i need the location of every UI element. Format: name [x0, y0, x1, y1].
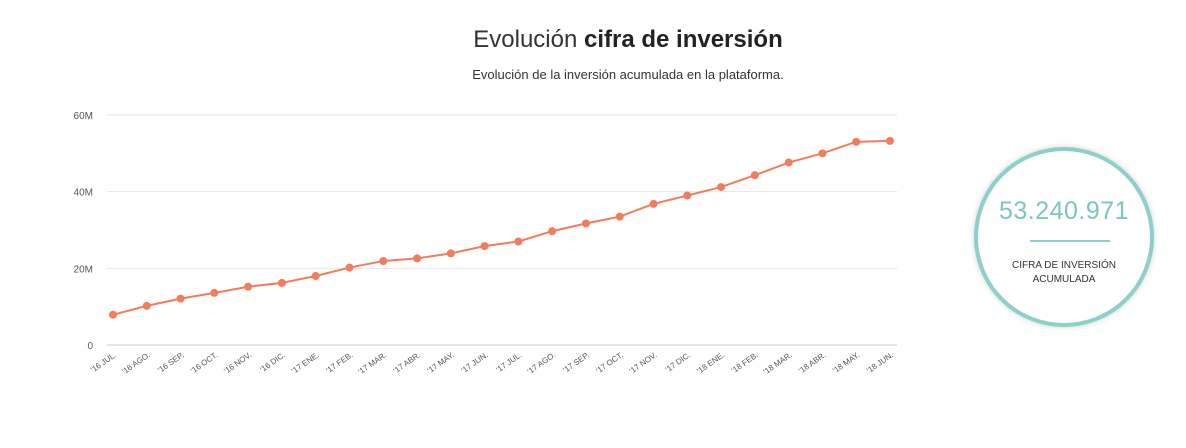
x-tick-label: '17 MAY. — [426, 350, 456, 375]
kpi-circle: 53.240.971 CIFRA DE INVERSIÓN ACUMULADA — [974, 147, 1154, 327]
data-point — [109, 310, 117, 319]
x-tick-label: '16 NOV. — [222, 350, 253, 375]
x-tick-label: '17 AGO. — [526, 350, 558, 376]
x-tick-label: '16 AGO. — [120, 350, 152, 376]
data-point — [379, 257, 388, 266]
x-tick-label: '17 OCT. — [594, 350, 624, 375]
x-tick-label: '18 JUN. — [865, 350, 895, 375]
data-point — [784, 158, 793, 167]
kpi-label: CIFRA DE INVERSIÓN ACUMULADA — [988, 259, 1140, 287]
y-tick-label: 20M — [74, 264, 93, 275]
data-point — [311, 272, 320, 280]
x-tick-label: '17 MAR. — [356, 350, 388, 376]
x-tick-label: '17 ENE. — [290, 350, 321, 375]
x-tick-label: '16 SEP. — [156, 350, 186, 374]
x-tick-label: '18 MAR. — [762, 350, 794, 376]
y-tick-label: 40M — [74, 188, 93, 199]
chart-title-bold: cifra de inversión — [583, 26, 783, 53]
data-point — [142, 301, 151, 310]
kpi-label-line1: CIFRA DE INVERSIÓN — [1012, 260, 1116, 271]
x-tick-label: '17 JUN. — [460, 350, 490, 375]
kpi-divider — [1030, 240, 1110, 242]
data-point — [345, 263, 354, 272]
data-point — [581, 219, 590, 228]
x-tick-label: '16 DIC. — [258, 350, 287, 374]
data-point — [649, 199, 658, 208]
data-point — [683, 191, 692, 200]
kpi-label-line2: ACUMULADA — [1032, 274, 1096, 285]
chart-subtitle: Evolución de la inversión acumulada en l… — [472, 67, 784, 82]
x-tick-label: '18 FEB. — [730, 350, 760, 375]
data-point — [750, 171, 759, 180]
x-tick-label: '17 JUL. — [495, 350, 524, 374]
data-point — [210, 288, 219, 297]
chart-title-regular: Evolución — [473, 26, 584, 53]
data-point — [615, 212, 624, 221]
data-point — [886, 136, 894, 145]
series-line — [112, 139, 891, 316]
data-point — [548, 227, 557, 236]
x-tick-label: '17 NOV. — [628, 350, 659, 375]
chart-title: Evolución cifra de inversión — [0, 26, 1186, 54]
data-point — [818, 149, 827, 158]
line-chart: 0 20M 40M 60M '16 JUL. '16 AGO. '16 SEP. '16 OC… — [74, 111, 897, 376]
data-point — [514, 237, 523, 246]
data-point — [413, 254, 422, 263]
x-tick-label: '17 FEB. — [325, 350, 355, 375]
x-tick-label: '17 ABR. — [392, 350, 422, 375]
y-tick-label: 60M — [74, 111, 93, 122]
data-point — [717, 183, 726, 192]
x-tick-label: '17 DIC. — [664, 350, 693, 374]
data-point — [176, 294, 185, 303]
kpi-value: 53.240.971 — [998, 197, 1130, 225]
x-tick-label: '18 MAY. — [831, 350, 861, 375]
y-tick-label: 0 — [87, 341, 93, 352]
data-point — [852, 137, 861, 146]
data-point — [277, 278, 286, 287]
data-point — [480, 242, 489, 251]
x-tick-label: '18 ABR. — [797, 350, 827, 375]
x-tick-label: '16 JUL. — [89, 350, 118, 374]
data-point — [244, 282, 253, 291]
data-point — [446, 249, 455, 258]
x-tick-label: '18 ENE. — [695, 350, 726, 375]
x-tick-label: '16 OCT. — [189, 350, 219, 375]
x-tick-label: '17 SEP. — [561, 350, 591, 374]
